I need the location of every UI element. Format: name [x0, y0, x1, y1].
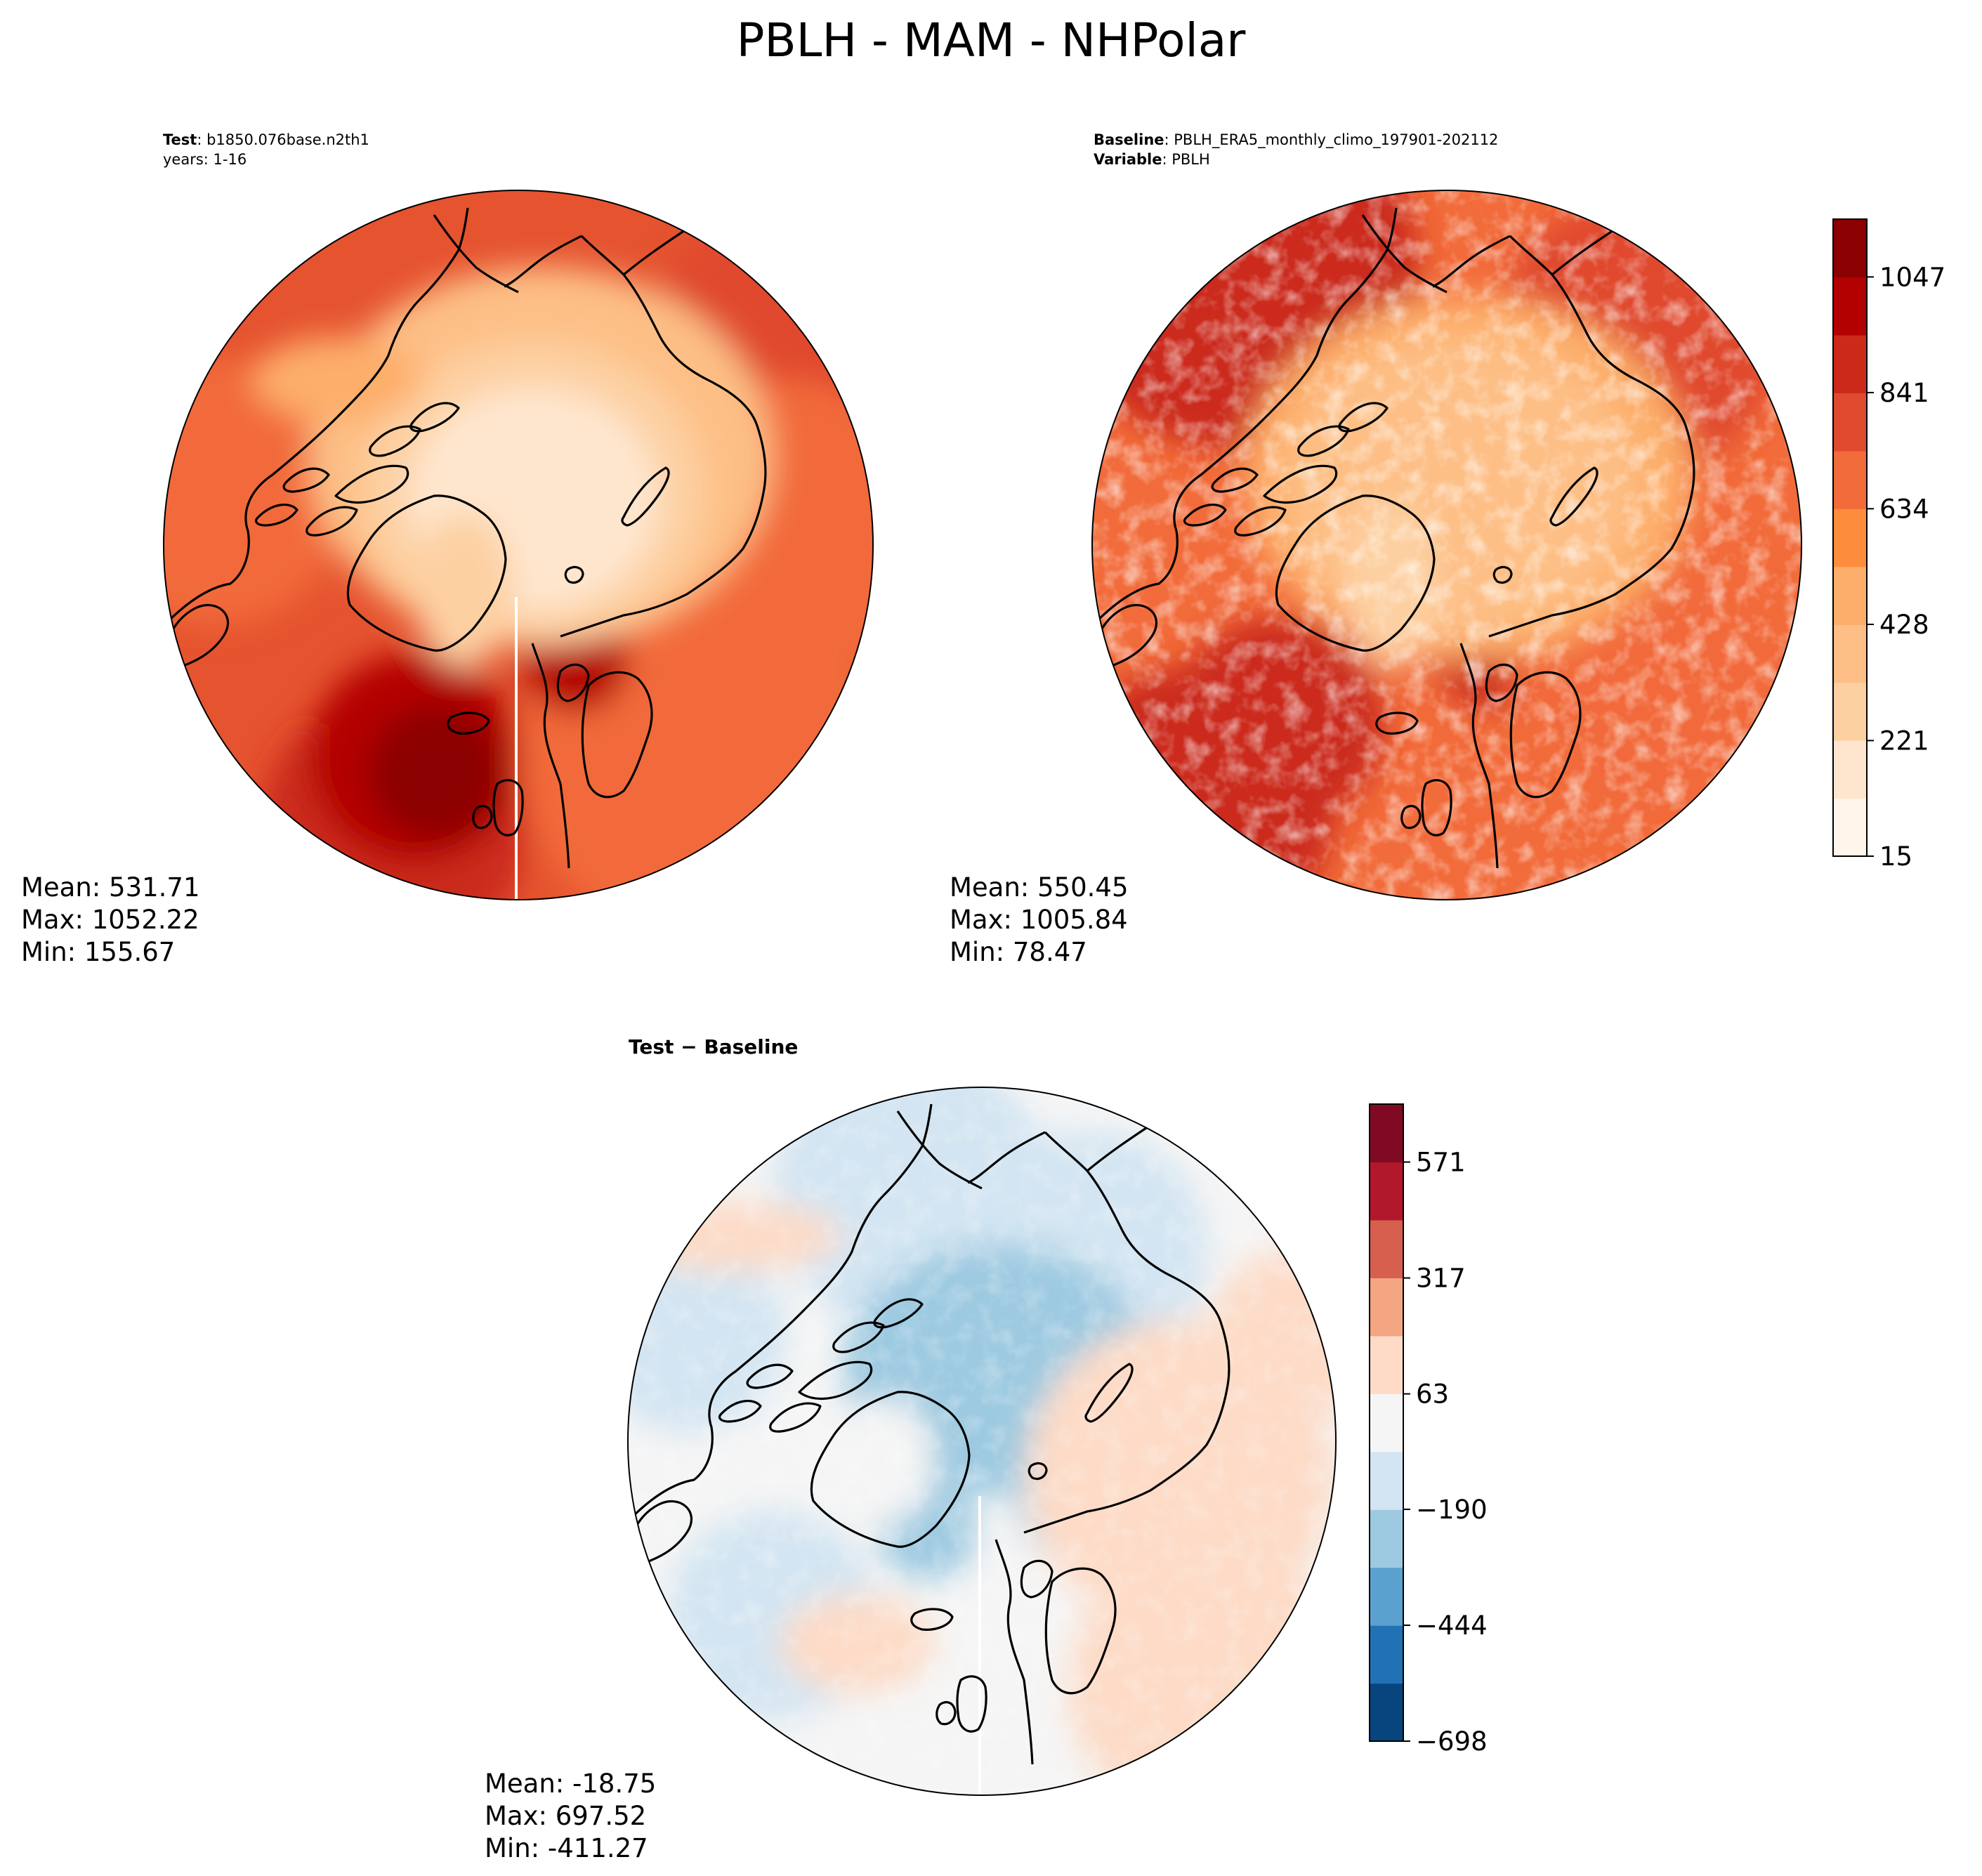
colorbar-field-swatch: [1833, 740, 1867, 799]
panel-diff-header: Test − Baseline: [629, 1035, 798, 1058]
colorbar-diff-swatch: [1370, 1509, 1403, 1568]
colorbar-diff-tick-label: 571: [1416, 1148, 1466, 1178]
figure-title: PBLH - MAM - NHPolar: [737, 13, 1247, 67]
panel-diff-stat-max: Max: 697.52: [485, 1801, 646, 1831]
map-diff-border: [627, 1087, 1337, 1796]
panel-test-header-line1: Test: b1850.076base.n2th1: [163, 131, 369, 148]
panel-diff-stat-min: Min: -411.27: [485, 1833, 648, 1863]
panel-test-stat-max: Max: 1052.22: [21, 905, 199, 935]
colorbar-field-tick-label: 221: [1879, 726, 1929, 756]
colorbar-field-swatch: [1833, 624, 1867, 683]
colorbar-field-tick-label: 15: [1879, 841, 1912, 872]
map-baseline: [1092, 190, 1801, 900]
map-baseline-border: [1091, 190, 1802, 900]
colorbar-diff-border: [1369, 1103, 1404, 1742]
colorbar-diff-swatch: [1370, 1104, 1403, 1163]
colorbar-diff-tick-label: −698: [1416, 1726, 1488, 1757]
colorbar-field-swatch: [1833, 509, 1867, 568]
panel-test-stat-mean: Mean: 531.71: [21, 872, 200, 903]
colorbar-diff-tick-label: 317: [1416, 1264, 1466, 1294]
colorbar-field-swatch: [1833, 393, 1867, 452]
colorbar-field-tick-label: 841: [1879, 378, 1929, 408]
colorbar-diff-swatch: [1370, 1683, 1403, 1742]
colorbar-diff-swatch: [1370, 1625, 1403, 1684]
map-test-border: [163, 190, 874, 900]
colorbar-diff-swatch: [1370, 1219, 1403, 1278]
panel-baseline-header-line1: Baseline: PBLH_ERA5_monthly_climo_197901…: [1094, 131, 1498, 149]
colorbar-diff-swatch: [1370, 1162, 1403, 1221]
panel-test: Test: b1850.076base.n2th1 years: 1-16: [21, 131, 874, 967]
colorbar-diff-swatch: [1370, 1567, 1403, 1626]
colorbar-diff-tick-label: −444: [1416, 1611, 1488, 1641]
colorbar-field-tick-label: 428: [1879, 610, 1929, 640]
colorbar-diff-tick-label: −190: [1416, 1495, 1488, 1525]
colorbar-diff-swatch: [1370, 1278, 1403, 1337]
colorbar-field-swatch: [1833, 682, 1867, 741]
colorbar-field-swatch: [1833, 219, 1867, 278]
panel-test-header-line2: years: 1-16: [163, 151, 247, 168]
colorbar-field-swatch: [1833, 566, 1867, 625]
colorbar-field-swatch: [1833, 450, 1867, 509]
colorbar-diff-swatch: [1370, 1451, 1403, 1510]
panel-baseline: Baseline: PBLH_ERA5_monthly_climo_197901…: [950, 131, 1802, 967]
colorbar-field-tick-label: 1047: [1879, 262, 1945, 292]
panel-diff-stat-mean: Mean: -18.75: [485, 1769, 656, 1799]
map-diff: [628, 1087, 1336, 1795]
colorbar-field-swatch: [1833, 334, 1867, 393]
colorbar-diff: −698 −444 −190 63 317 571: [1369, 1103, 1488, 1757]
colorbar-field: 15 221 428 634 841 1047: [1832, 218, 1945, 872]
panel-diff: Test − Baseline: [485, 1035, 1337, 1863]
panel-baseline-stat-max: Max: 1005.84: [950, 905, 1128, 935]
colorbar-field-swatch: [1833, 277, 1867, 336]
colorbar-field-border: [1832, 218, 1868, 857]
panel-baseline-stat-min: Min: 78.47: [950, 937, 1087, 967]
panel-test-stat-min: Min: 155.67: [21, 937, 175, 967]
panel-baseline-stat-mean: Mean: 550.45: [950, 872, 1129, 903]
colorbar-field-swatch: [1833, 798, 1867, 857]
colorbar-diff-swatch: [1370, 1393, 1403, 1452]
panel-baseline-header-line2: Variable: PBLH: [1094, 151, 1210, 168]
colorbar-diff-tick-label: 63: [1416, 1379, 1449, 1410]
colorbar-diff-swatch: [1370, 1335, 1403, 1394]
colorbar-field-tick-label: 634: [1879, 494, 1929, 524]
map-test: [164, 190, 873, 900]
